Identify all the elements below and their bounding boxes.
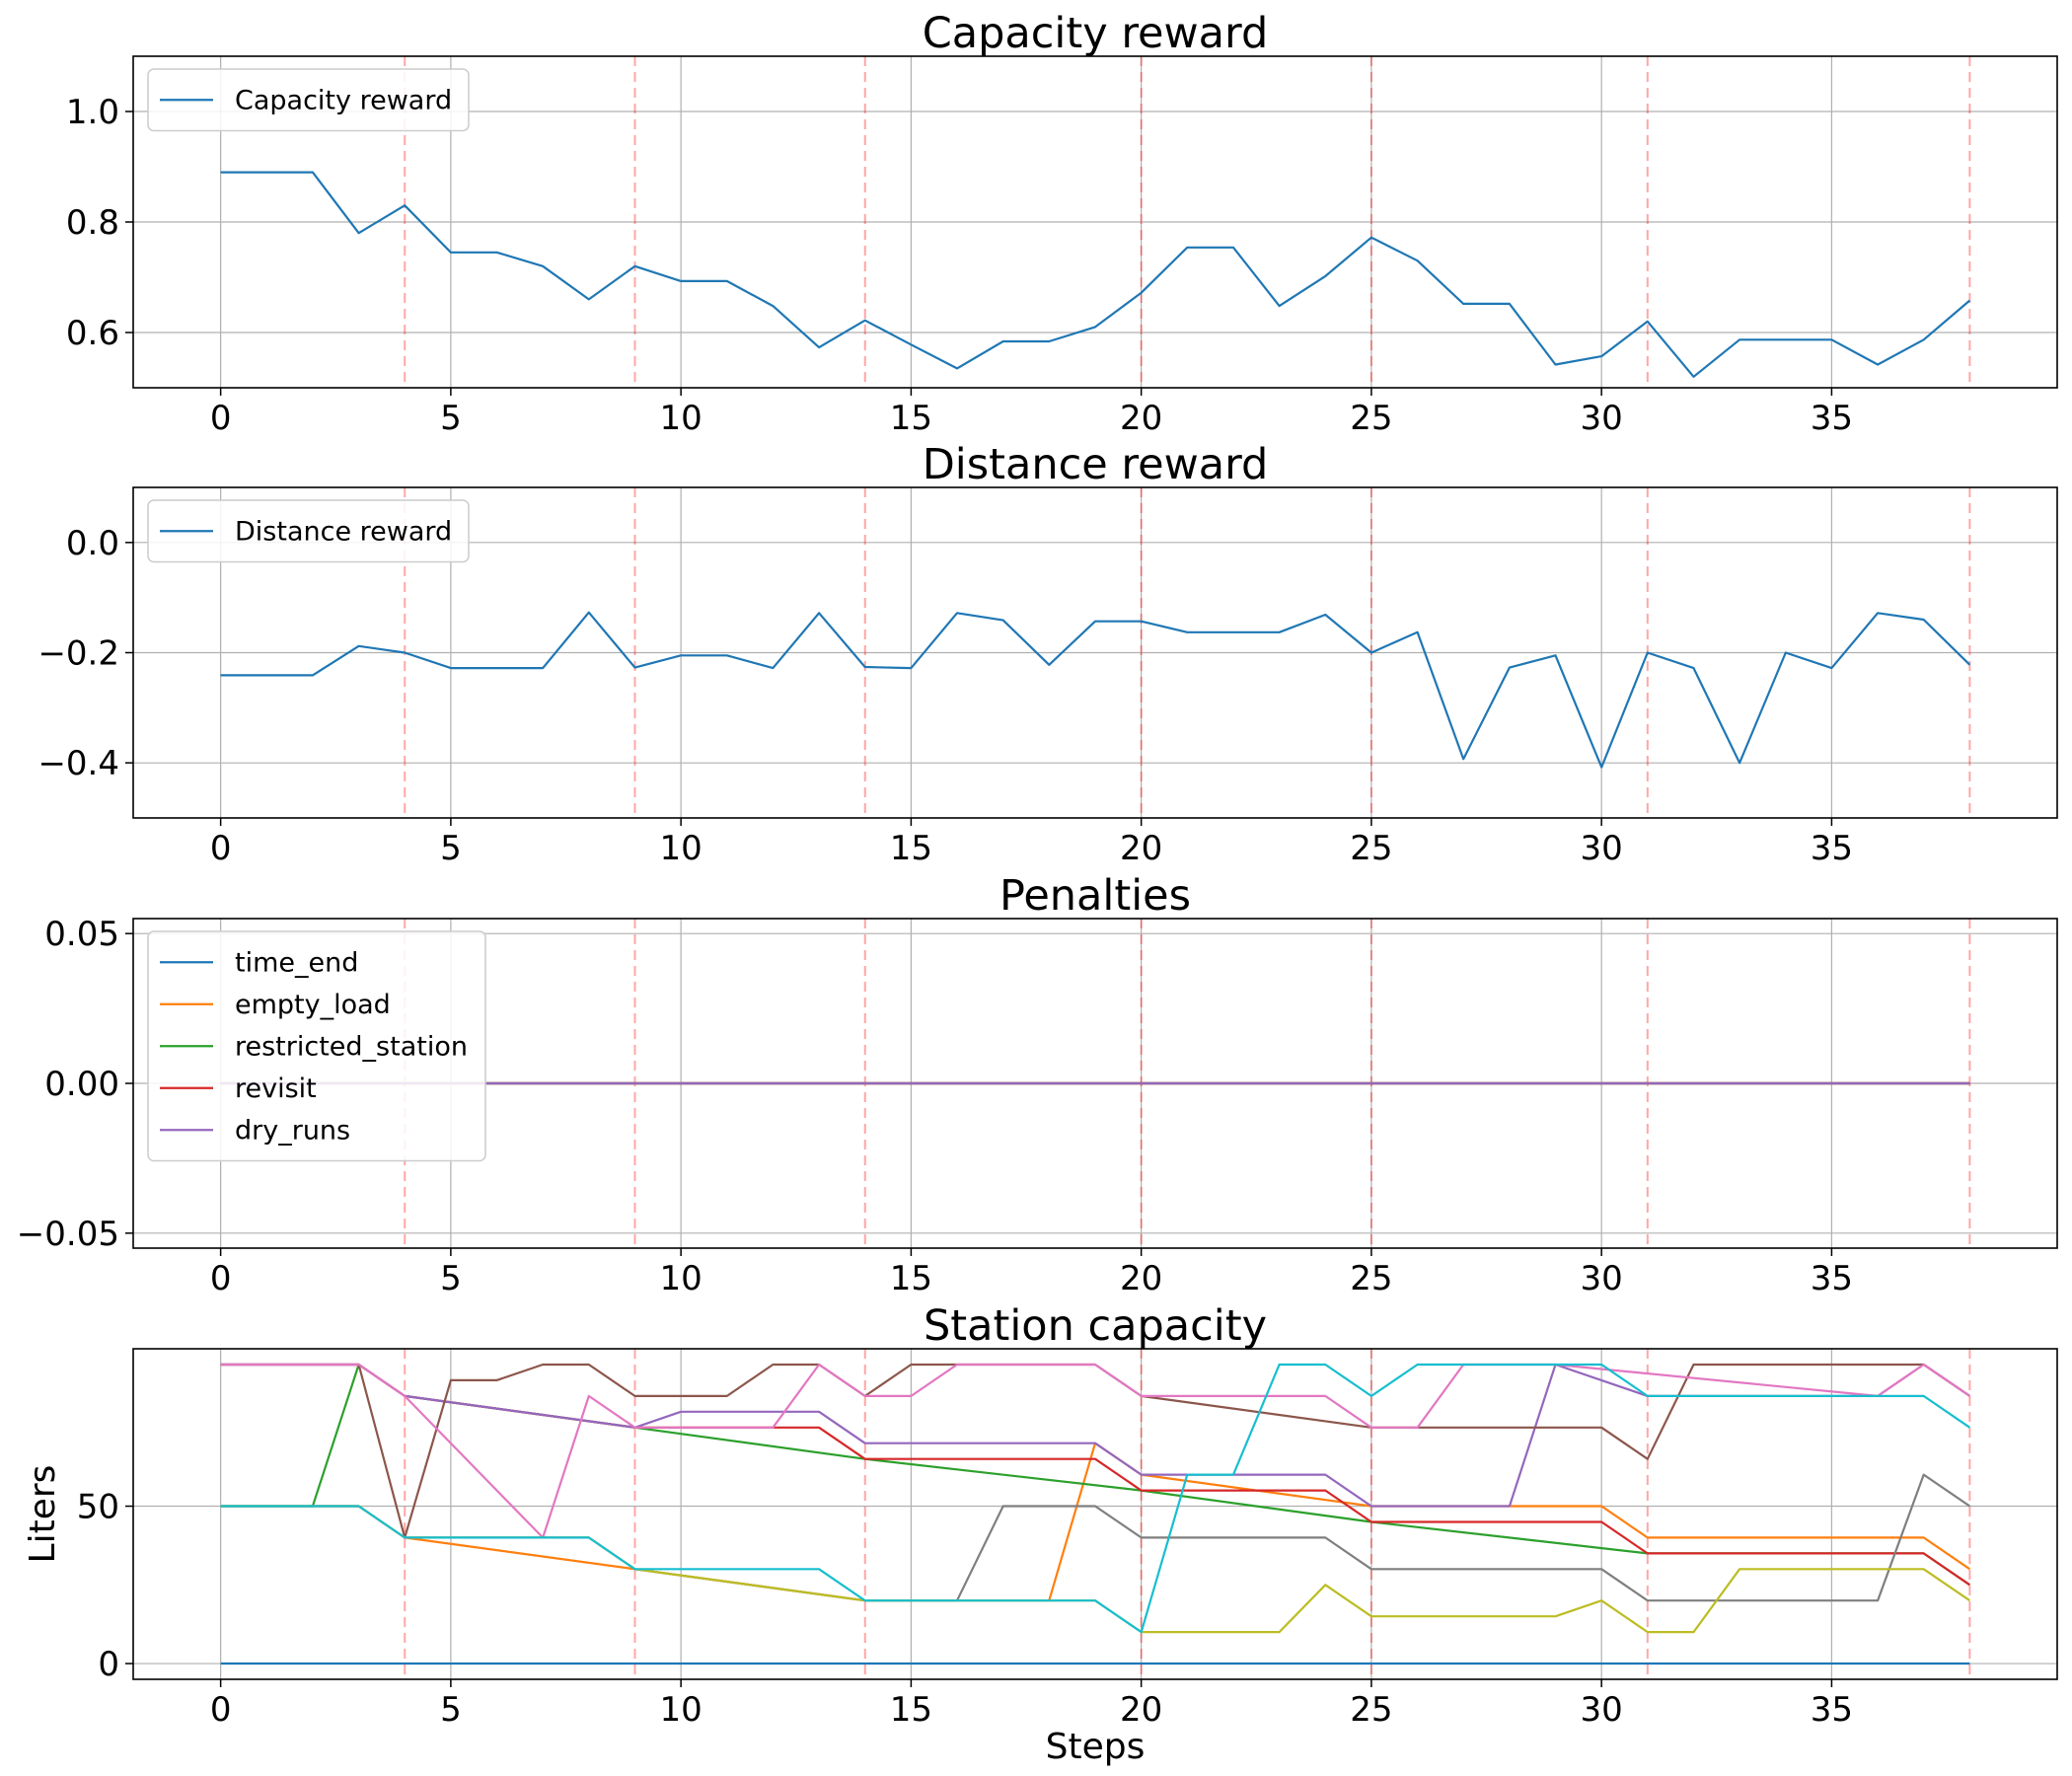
- y-axis-label: Liters: [23, 1465, 63, 1564]
- x-tick-label: 5: [440, 1690, 462, 1730]
- x-tick-label: 15: [890, 399, 932, 438]
- series-line-Distance reward: [220, 611, 1971, 769]
- chart-title: Station capacity: [924, 1301, 1267, 1351]
- x-tick-label: 30: [1581, 829, 1623, 868]
- x-tick-label: 0: [210, 399, 232, 438]
- x-tick-label: 10: [660, 1690, 703, 1730]
- x-tick-label: 20: [1120, 829, 1162, 868]
- x-tick-label: 0: [210, 1259, 232, 1298]
- legend-label: restricted_station: [235, 1031, 468, 1062]
- x-tick-label: 10: [660, 1259, 703, 1298]
- x-tick-label: 10: [660, 399, 703, 438]
- x-tick-label: 35: [1811, 399, 1853, 438]
- x-tick-label: 30: [1581, 399, 1623, 438]
- y-tick-label: 0.05: [44, 915, 119, 954]
- chart-title: Capacity reward: [923, 9, 1269, 58]
- x-tick-label: 5: [440, 1259, 462, 1298]
- x-tick-label: 30: [1581, 1259, 1623, 1298]
- x-axis-label: Steps: [1046, 1727, 1146, 1767]
- series-line-Capacity reward: [220, 171, 1971, 378]
- chart-panel-1: 0 5 10 15 20 25 30 35 0.6 0.8 1.0 Capacity reward Ca…: [66, 9, 2058, 438]
- x-tick-label: 15: [890, 1690, 932, 1730]
- legend-label: time_end: [235, 947, 358, 978]
- x-tick-label: 20: [1120, 1690, 1162, 1730]
- legend-label: empty_load: [235, 990, 391, 1020]
- x-tick-label: 30: [1581, 1690, 1623, 1730]
- legend: Capacity reward: [147, 68, 470, 132]
- x-tick-label: 35: [1811, 1690, 1853, 1730]
- series-line-series-7: [220, 1363, 1971, 1539]
- y-tick-label: 0.8: [66, 203, 119, 243]
- axes-frame: [132, 1348, 2058, 1680]
- x-tick-label: 25: [1350, 1259, 1392, 1298]
- series-line-series-10: [220, 1363, 1971, 1634]
- x-tick-label: 5: [440, 829, 462, 868]
- y-tick-label: 0.00: [44, 1065, 119, 1104]
- x-tick-label: 35: [1811, 829, 1853, 868]
- x-tick-label: 0: [210, 1690, 232, 1730]
- x-tick-label: 25: [1350, 399, 1392, 438]
- x-tick-label: 0: [210, 829, 232, 868]
- y-tick-label: 1.0: [66, 93, 119, 132]
- x-tick-label: 20: [1120, 1259, 1162, 1298]
- series-line-series-6: [220, 1363, 1971, 1539]
- x-tick-label: 5: [440, 399, 462, 438]
- chart-title: Penalties: [999, 871, 1191, 921]
- y-tick-label: 0: [98, 1645, 119, 1684]
- chart-panel-3: 0 5 10 15 20 25 30 35 −0.05 0.00 0.05 Penalties time…: [17, 871, 2058, 1298]
- legend-box: [147, 499, 470, 563]
- y-tick-label: −0.05: [17, 1215, 119, 1254]
- legend-box: [147, 68, 470, 132]
- legend: Distance reward: [147, 499, 470, 563]
- y-tick-label: 50: [77, 1488, 119, 1527]
- x-tick-label: 35: [1811, 1259, 1853, 1298]
- x-tick-label: 15: [890, 829, 932, 868]
- y-tick-label: −0.2: [37, 634, 119, 674]
- legend-label: Distance reward: [235, 516, 452, 547]
- legend-label: revisit: [235, 1073, 317, 1104]
- y-tick-label: −0.4: [37, 744, 119, 783]
- chart-panel-4: 0 5 10 15 20 25 30 35 0 50 Station capacity Steps Li…: [23, 1301, 2058, 1767]
- y-tick-label: 0.0: [66, 524, 119, 563]
- legend-label: dry_runs: [235, 1115, 350, 1146]
- legend: time_end empty_load restricted_stationrevi…: [147, 930, 486, 1162]
- x-tick-label: 20: [1120, 399, 1162, 438]
- series-line-series-9: [220, 1505, 1971, 1634]
- x-tick-label: 15: [890, 1259, 932, 1298]
- legend-box: [147, 930, 486, 1162]
- x-tick-label: 25: [1350, 1690, 1392, 1730]
- series-line-series-2: [220, 1442, 1971, 1602]
- legend-label: Capacity reward: [235, 85, 452, 115]
- x-tick-label: 10: [660, 829, 703, 868]
- chart-title: Distance reward: [923, 440, 1269, 489]
- x-tick-label: 25: [1350, 829, 1392, 868]
- y-tick-label: 0.6: [66, 314, 119, 353]
- chart-panel-2: 0 5 10 15 20 25 30 35 −0.4 −0.2 0.0 Distance reward…: [37, 440, 2058, 868]
